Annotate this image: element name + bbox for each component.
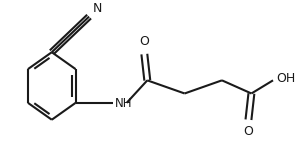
Text: O: O (244, 125, 254, 138)
Text: NH: NH (115, 97, 132, 110)
Text: OH: OH (276, 72, 295, 85)
Text: N: N (93, 2, 102, 15)
Text: O: O (140, 35, 149, 49)
